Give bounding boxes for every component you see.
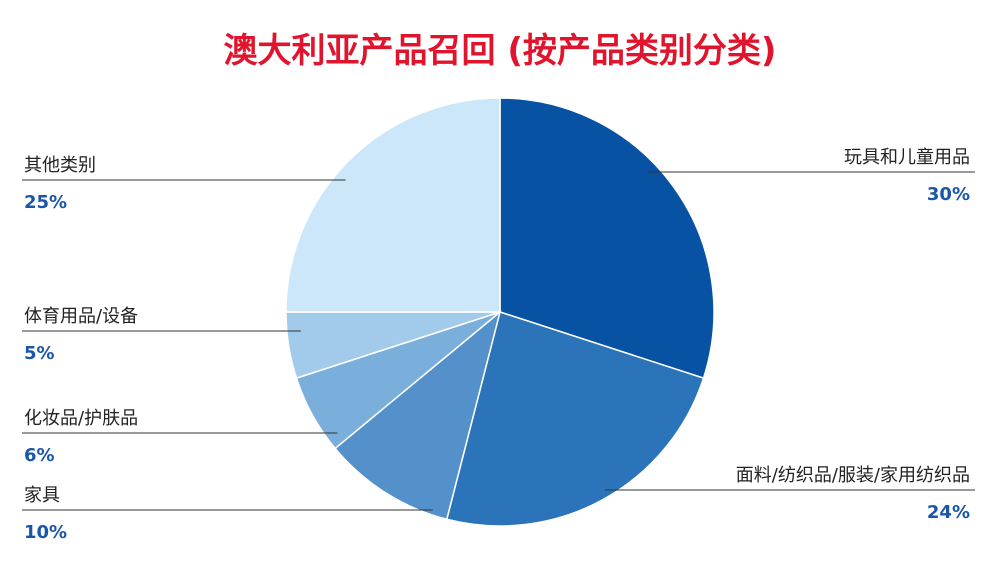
slice-category-label: 家具: [24, 485, 60, 506]
pie-slice: [285, 97, 501, 313]
pie-slices: [285, 97, 715, 527]
slice-category-label: 面料/纺织品/服装/家用纺织品: [736, 465, 970, 486]
chart-title: 澳大利亚产品召回 (按产品类别分类): [224, 31, 777, 71]
pie-slice: [499, 97, 715, 380]
slice-percent-label: 24%: [927, 502, 970, 523]
slice-percent-label: 10%: [24, 522, 67, 543]
slice-percent-label: 30%: [927, 184, 970, 205]
slice-percent-label: 25%: [24, 192, 67, 213]
slice-labels: 玩具和儿童用品 30% 面料/纺织品/服装/家用纺织品 24% 家具 10% 化妆品/护肤品…: [24, 147, 970, 543]
pie-slice: [334, 309, 502, 521]
slice-category-label: 化妆品/护肤品: [24, 408, 138, 429]
slice-category-label: 其他类别: [24, 155, 96, 176]
pie-slice: [445, 311, 705, 527]
slice-percent-label: 6%: [24, 445, 55, 466]
slice-percent-label: 5%: [24, 343, 55, 364]
slice-category-label: 玩具和儿童用品: [844, 147, 970, 168]
leader-lines: [22, 171, 975, 511]
slice-category-label: 体育用品/设备: [24, 306, 138, 327]
